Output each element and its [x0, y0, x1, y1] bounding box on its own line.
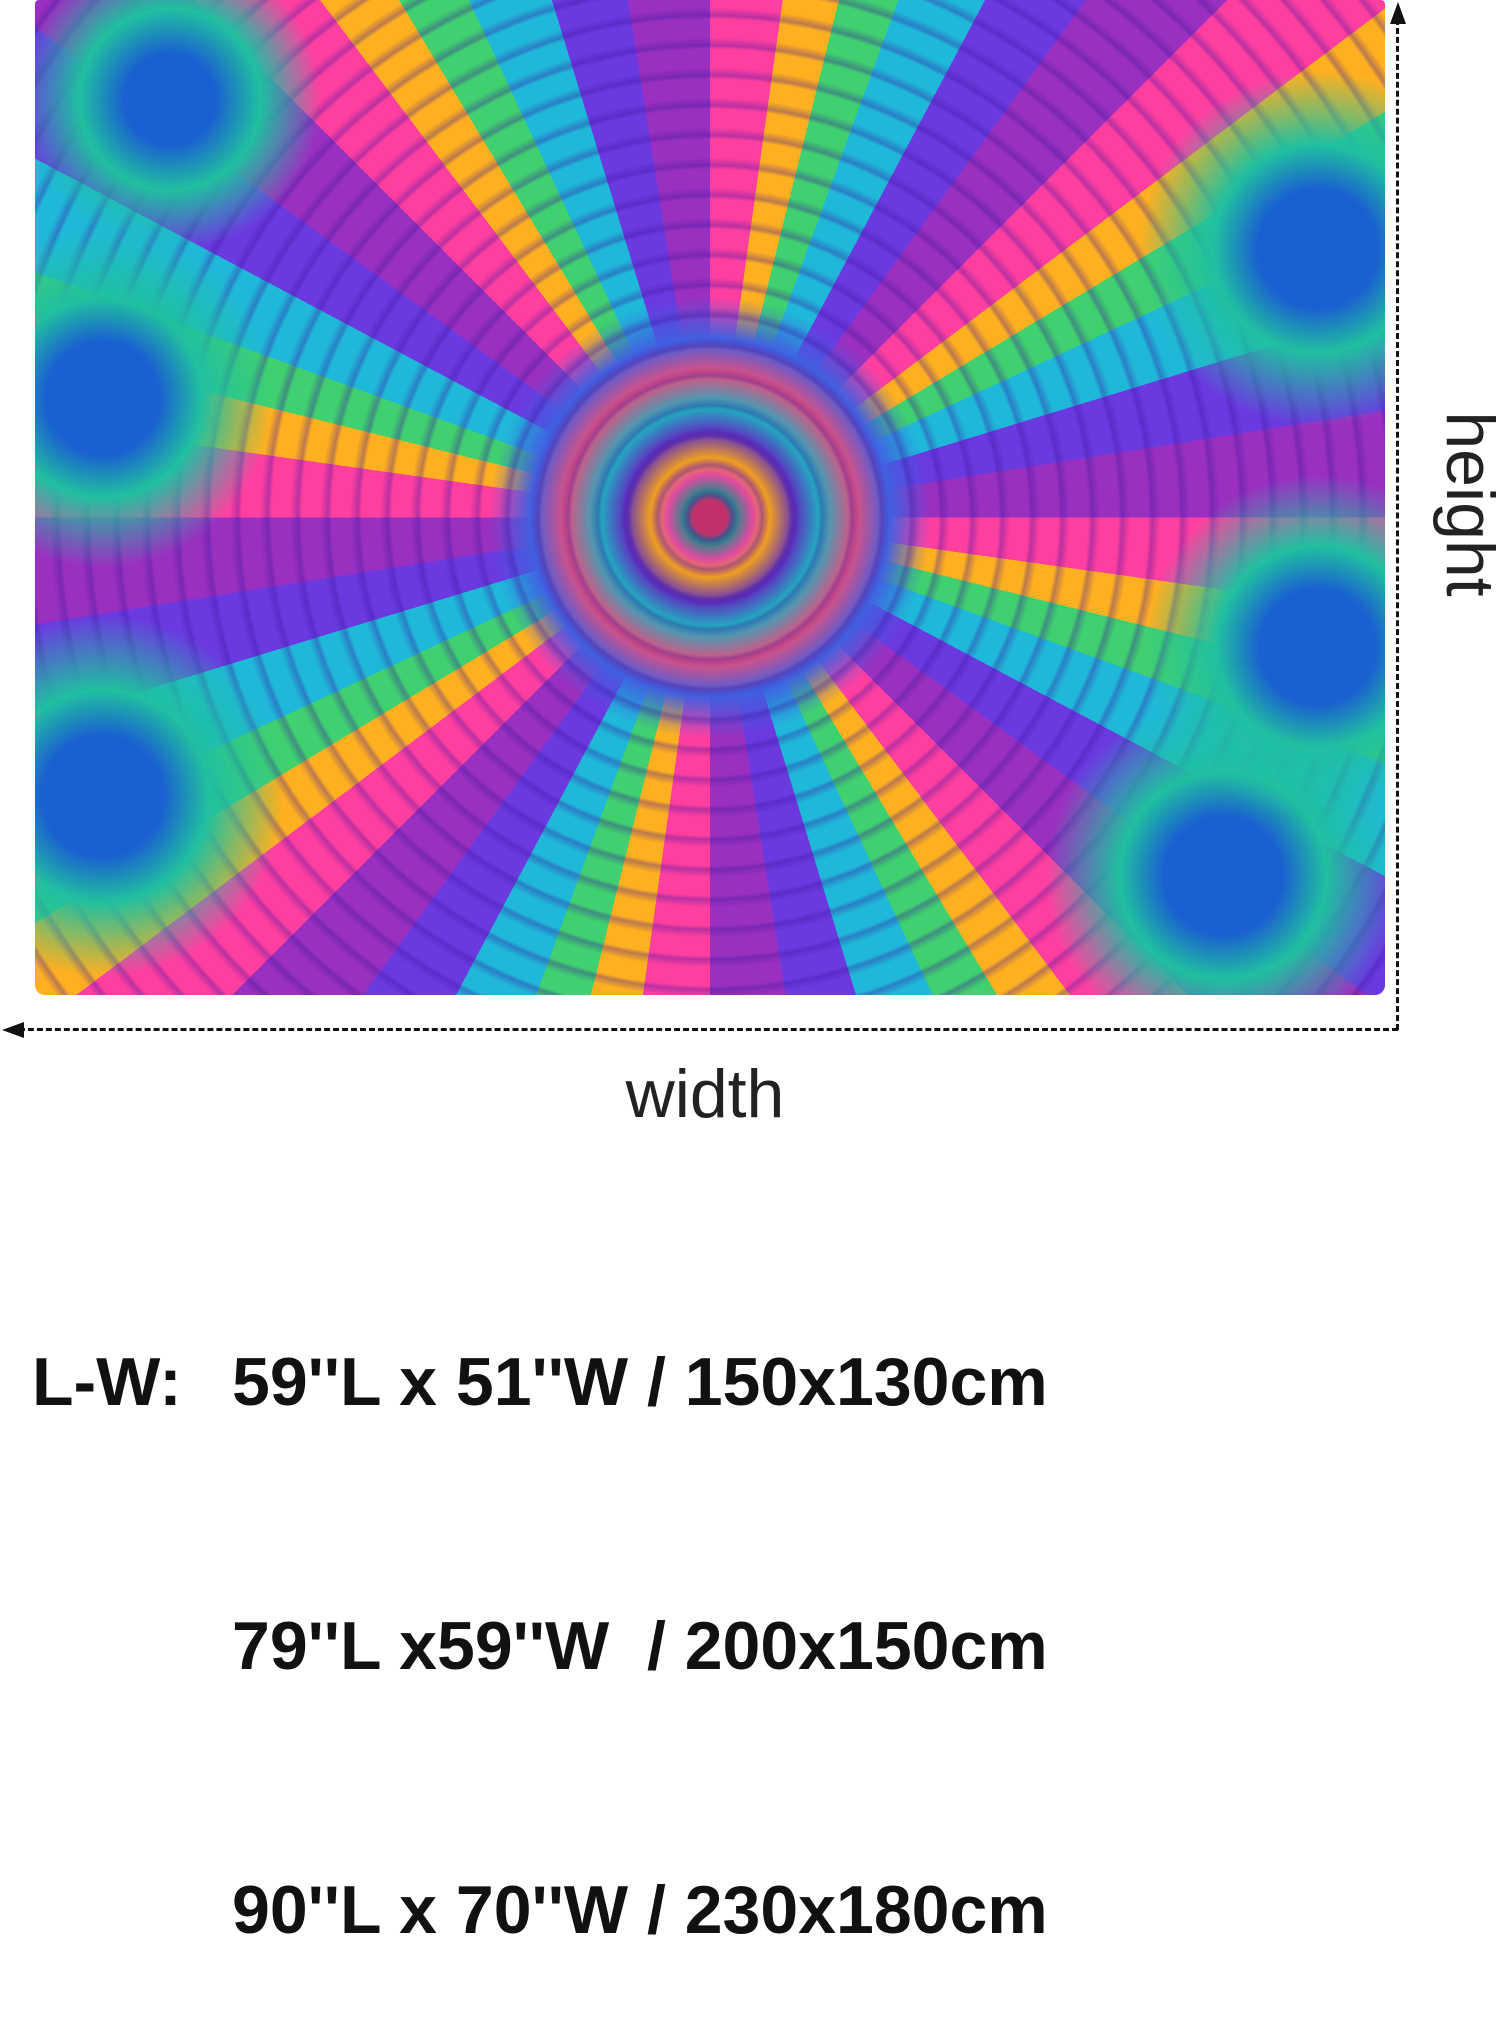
height-dashed-line: [1396, 10, 1399, 1030]
tapestry-image: [35, 0, 1385, 995]
size-option: 79''L x59''W / 200x150cm: [232, 1608, 1048, 1684]
size-row: L-W: 59''L x 51''W / 150x130cm: [32, 1328, 1048, 1436]
size-row: 79''L x59''W / 200x150cm: [32, 1592, 1048, 1700]
size-prefix: L-W:: [32, 1344, 182, 1420]
size-list: L-W: 59''L x 51''W / 150x130cm 79''L x59…: [32, 1172, 1048, 2042]
width-label: width: [625, 1056, 785, 1132]
size-option: 90''L x 70''W / 230x180cm: [232, 1872, 1048, 1948]
width-dashed-line: [10, 1028, 1398, 1031]
size-row: 90''L x 70''W / 230x180cm: [32, 1856, 1048, 1964]
arrow-left-icon: [2, 1022, 24, 1038]
height-label: height: [1432, 411, 1500, 597]
size-option: 59''L x 51''W / 150x130cm: [232, 1344, 1048, 1420]
arrow-up-icon: [1390, 2, 1406, 24]
